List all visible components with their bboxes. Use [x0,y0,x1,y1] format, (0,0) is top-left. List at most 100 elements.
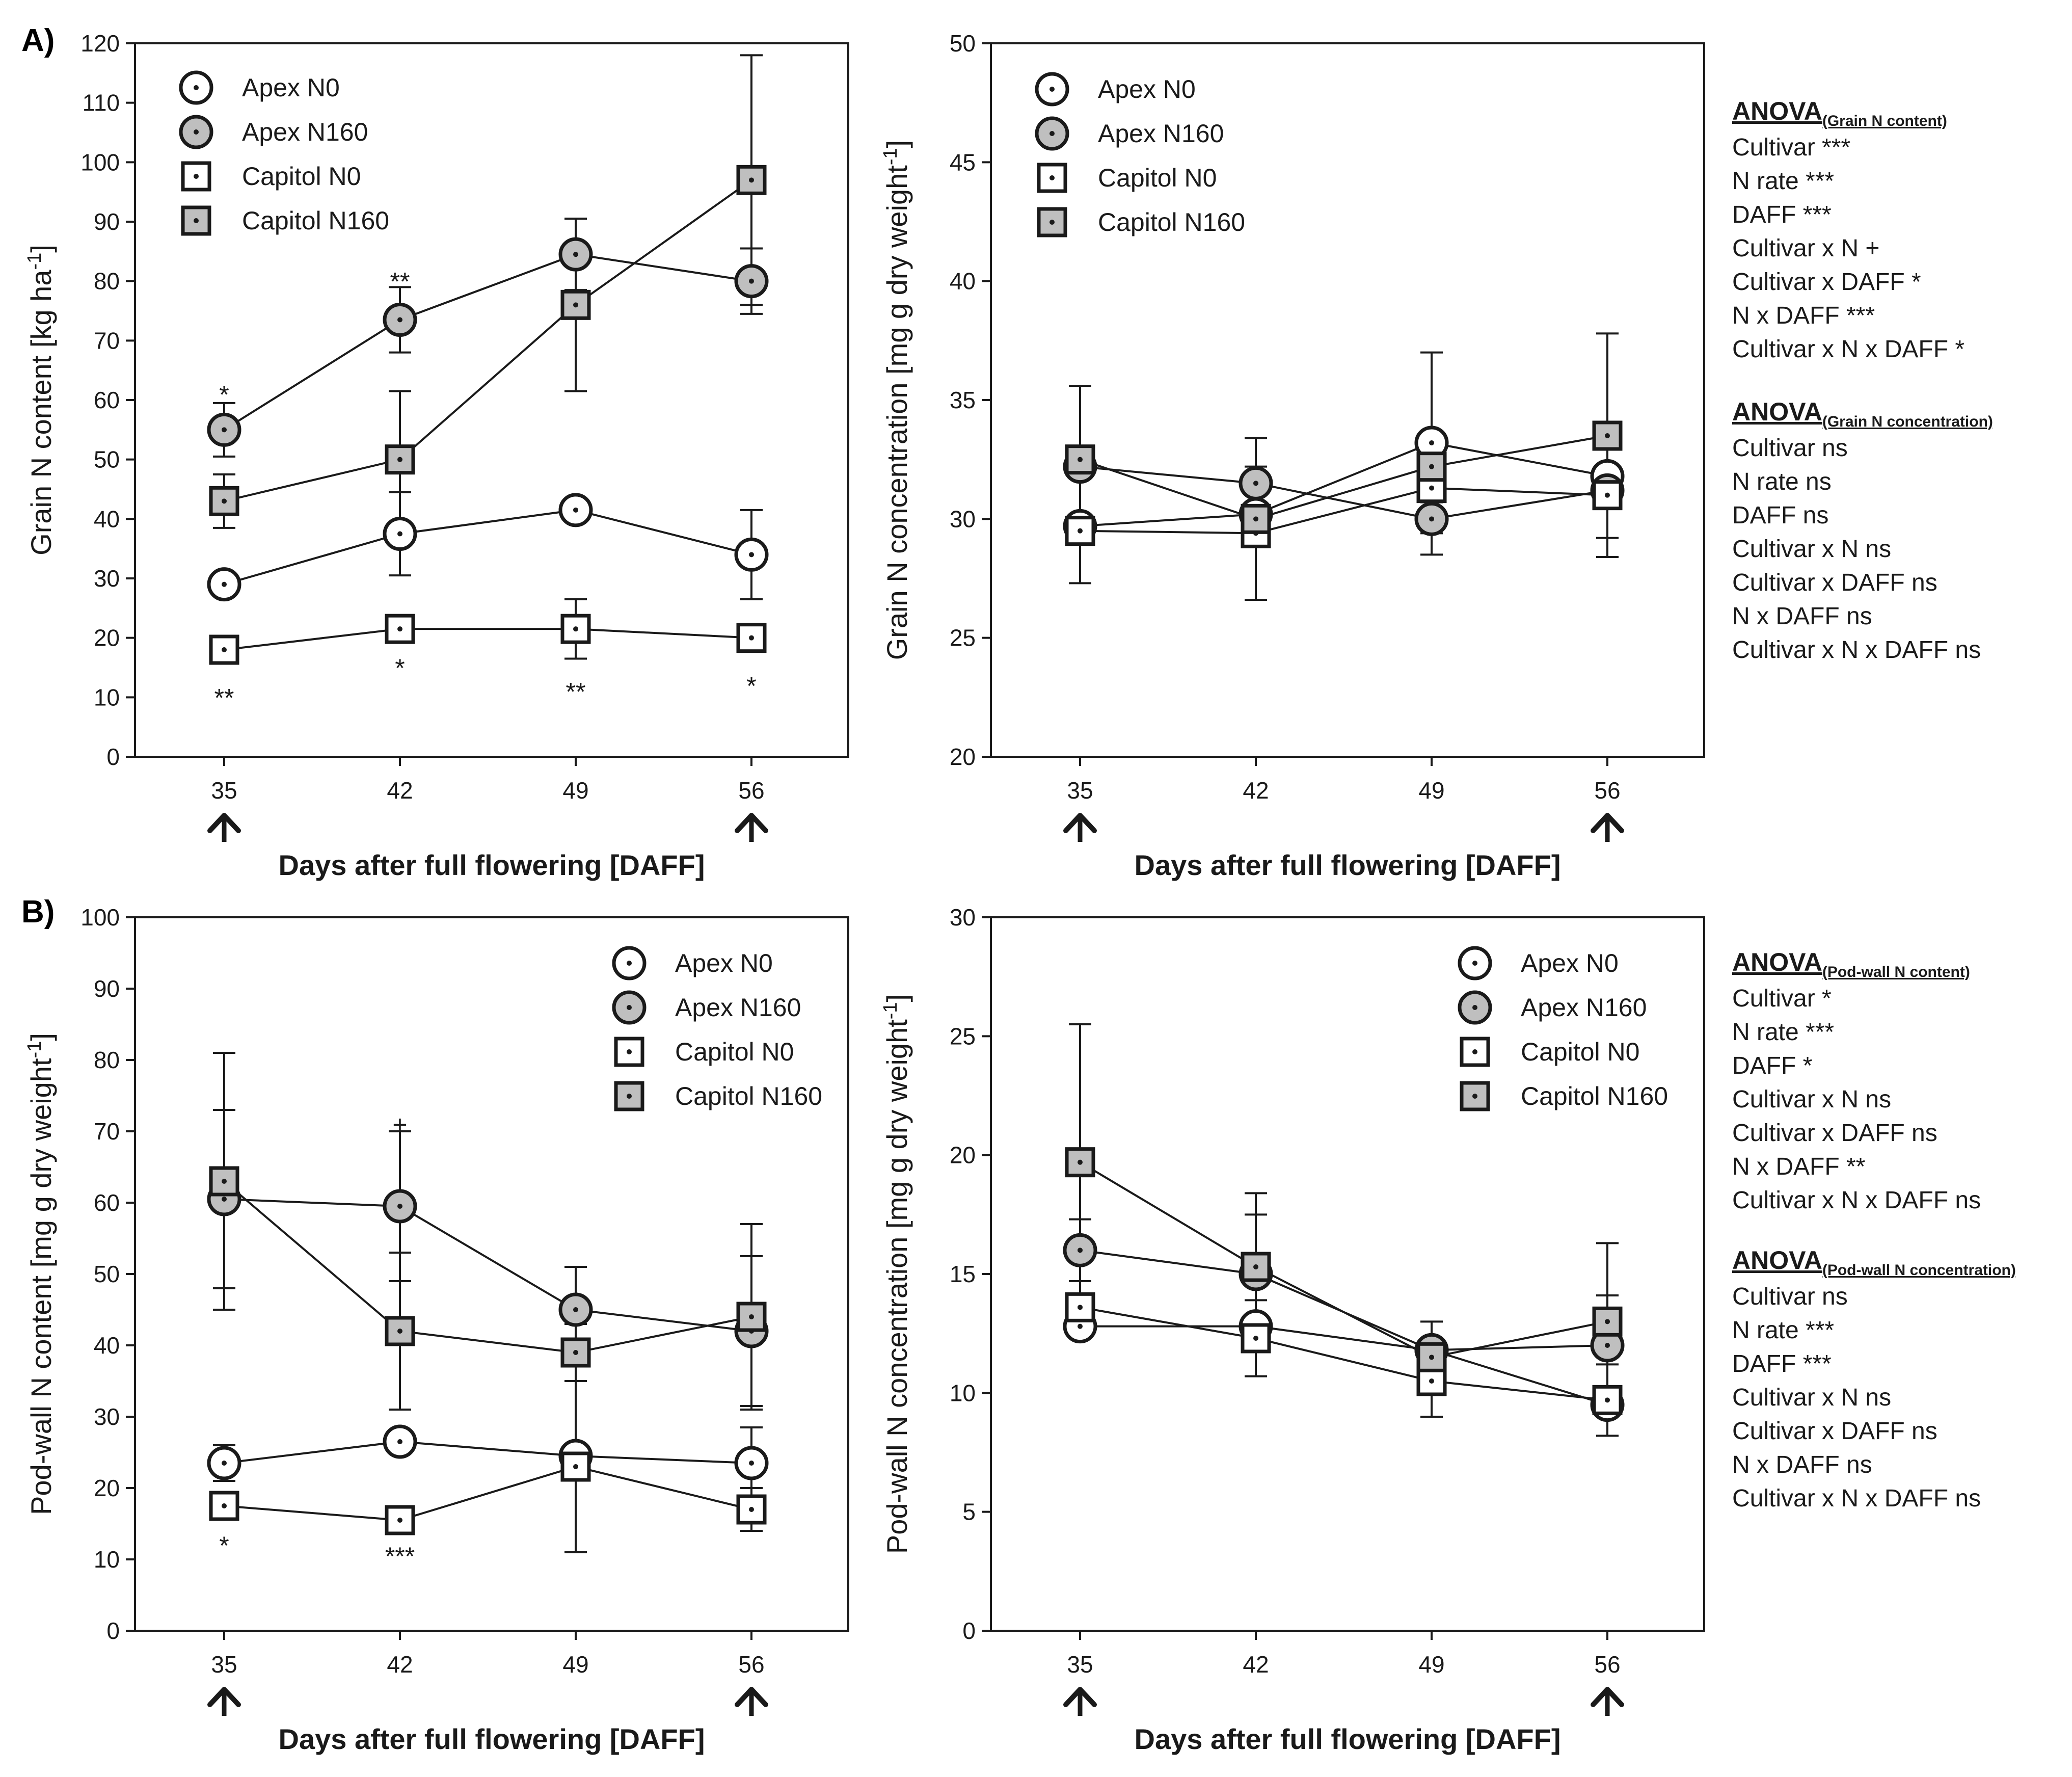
anova-layer: ANOVA(Grain N content) Cultivar *** N rate… [1732,97,2016,1512]
y-tick-label: 30 [94,1403,120,1430]
significance-mark: ** [214,683,234,712]
data-point [385,1316,415,1346]
legend-marker-dot [627,1094,632,1099]
anova-line: Cultivar x N x DAFF ns [1732,636,1981,664]
data-point-dot [573,252,578,257]
data-point-dot [1078,1159,1083,1165]
anova-line: Cultivar x N ns [1732,536,1891,563]
series-line [1080,465,1608,520]
legend-marker-dot [194,85,199,90]
data-point-dot [1605,1397,1610,1403]
data-point-dot [1429,1355,1434,1360]
y-tick-label: 20 [94,625,120,651]
y-tick-label: 15 [950,1261,976,1287]
data-point-dot [1429,1378,1434,1384]
data-point-dot [749,177,754,183]
data-point [560,1337,591,1368]
data-point-dot [1253,516,1258,522]
y-tick-label: 50 [94,446,120,473]
data-point-dot [1605,1343,1610,1348]
legend: Apex N0 Apex N160 Capitol N0 Capitol N160 [612,946,822,1111]
anova-line: Cultivar x N ns [1732,1384,1891,1411]
data-point-dot [1078,1305,1083,1310]
series-apex-n0 [1080,351,1608,535]
data-point-dot [222,1461,227,1466]
y-tick-label: 10 [94,1546,120,1573]
x-tick-label: 42 [387,777,413,804]
legend-label: Apex N0 [675,949,773,977]
markers-capitol-n160 [1065,420,1623,534]
x-tick-label: 56 [1594,1651,1620,1678]
legend-marker-box [1037,207,1067,237]
y-tick-label: 90 [94,975,120,1002]
anova-title: ANOVA(Grain N content) [1732,97,1947,129]
legend-label: Capitol N0 [1098,164,1217,192]
anova-line: N x DAFF ** [1732,1153,1865,1180]
flowering-arrow-56 [1591,1687,1624,1716]
y-tick-label: 30 [950,506,976,532]
y-tick-label: 20 [950,744,976,770]
y-axis-label: Pod-wall N content [mg g dry weight-1] [24,1033,57,1515]
x-tick-label: 35 [1067,1651,1093,1678]
data-point [383,1424,417,1459]
legend-marker [612,990,647,1025]
legend-label: Apex N0 [1521,949,1619,977]
y-axis-label: Grain N concentration [mg g dry weight-1… [880,140,913,660]
legend-marker [181,205,211,236]
data-point-box [1065,516,1095,546]
legend-label: Apex N160 [242,118,368,146]
markers-apex-n0 [1063,1309,1625,1422]
panel-label-a: A) [21,23,55,58]
anova-line: DAFF ns [1732,502,1828,529]
anova-line: Cultivar x N x DAFF ns [1732,1187,1981,1214]
anova-line: N rate *** [1732,1019,1834,1046]
legend-marker [1037,207,1067,237]
x-tick-label: 42 [387,1651,413,1678]
legend-marker-dot [1472,1049,1477,1054]
data-point [736,165,767,195]
flowering-arrow-56 [1591,813,1624,842]
data-point [558,1292,593,1327]
anova-title: ANOVA(Pod-wall N concentration) [1732,1246,2016,1279]
x-tick-label: 42 [1243,1651,1269,1678]
legend-label: Apex N160 [1521,993,1647,1022]
y-tick-label: 80 [94,268,120,295]
data-point [385,444,415,475]
legend-label: Capitol N0 [675,1038,794,1066]
anova-line: Cultivar x N ns [1732,1086,1891,1113]
anova-line: Cultivar x N x DAFF * [1732,336,1965,363]
y-tick-label: 110 [83,90,120,116]
y-tick-label: 100 [80,904,120,931]
legend-marker-dot [194,129,199,135]
flowering-arrow-56 [735,1687,768,1716]
data-point [209,634,239,665]
markers-capitol-n160 [209,165,767,516]
legend-marker [614,1081,644,1111]
x-tick-label: 35 [1067,777,1093,804]
anova-line: Cultivar ns [1732,1283,1848,1310]
y-tick-label: 40 [94,506,120,532]
significance-mark: * [219,380,229,409]
x-tick-label: 49 [1418,777,1444,804]
data-point-dot [573,507,578,513]
data-point [560,289,591,320]
data-point-dot [1605,1319,1610,1324]
series-apex-n160 [213,1109,763,1407]
anova-line: N rate ns [1732,468,1832,495]
legend-label: Apex N0 [1098,75,1196,103]
data-point [209,1166,239,1197]
data-point [1065,1292,1095,1322]
data-point-box [1241,1323,1271,1354]
data-point [383,1189,417,1224]
x-tick-label: 42 [1243,777,1269,804]
data-point [1063,1233,1097,1267]
data-point [207,567,241,602]
series-line [1080,487,1608,535]
anova-line: DAFF *** [1732,1350,1832,1377]
legend-marker [1035,116,1069,151]
data-point-dot [1429,516,1434,522]
x-axis-label: Days after full flowering [DAFF] [1135,1723,1561,1755]
data-point-dot [1429,440,1434,445]
data-point-dot [222,498,227,504]
y-tick-label: 60 [94,387,120,413]
